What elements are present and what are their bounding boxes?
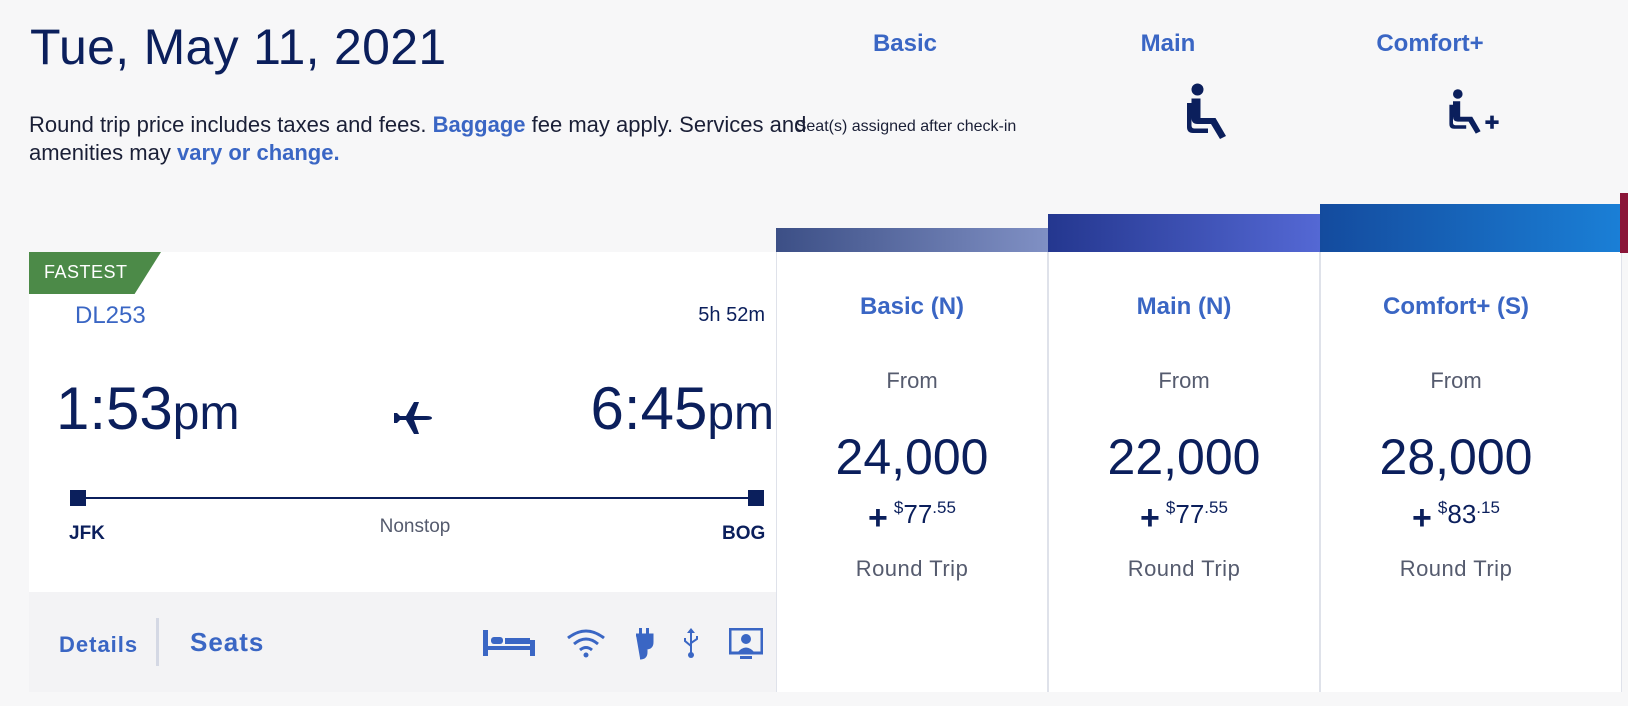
basic-fare-cap	[776, 228, 1048, 252]
fare-card-comfort-plus[interactable]	[1320, 252, 1622, 692]
main-fare-cap	[1048, 214, 1320, 252]
fare-miles: 22,000	[1107, 429, 1261, 485]
fare-cash: + $77.55	[1049, 498, 1319, 538]
cash-cents: .15	[1476, 498, 1500, 517]
usb-icon	[684, 628, 698, 658]
arrival-time: 6:45pm	[590, 374, 774, 443]
page-title: Tue, May 11, 2021	[30, 19, 447, 75]
seat-icon	[1187, 83, 1226, 139]
fare-from-label: From	[1430, 368, 1482, 393]
fare-cash: + $83.15	[1321, 498, 1591, 538]
price-disclaimer: Round trip price includes taxes and fees…	[29, 111, 809, 167]
fare-trip-type: Round Trip	[1399, 556, 1513, 581]
departure-time: 1:53pm	[56, 374, 239, 443]
seatback-screen-icon	[729, 628, 763, 659]
fare-title: Main (N)	[1136, 293, 1232, 320]
cash-dollars: 77	[903, 499, 933, 529]
flat-bed-icon	[483, 630, 535, 656]
cash-cents: .55	[932, 498, 956, 517]
currency-symbol: $	[1437, 498, 1448, 517]
departure-ampm: pm	[172, 387, 240, 440]
route-line	[77, 497, 755, 499]
disclaimer-text-2: fee may apply. Services and amenities ma…	[29, 112, 807, 165]
seat-plus-icon	[1449, 89, 1499, 134]
footer-divider	[156, 618, 159, 666]
comfort-plus-fare-cap	[1320, 204, 1620, 252]
origin-airport: JFK	[69, 523, 105, 544]
fare-card-main[interactable]	[1048, 252, 1320, 692]
fare-miles: 24,000	[835, 429, 989, 485]
power-outlet-icon	[636, 628, 654, 660]
fare-title: Comfort+ (S)	[1383, 293, 1529, 320]
baggage-link[interactable]: Baggage	[432, 112, 526, 137]
details-link[interactable]: Details	[59, 632, 139, 657]
fare-miles: 28,000	[1379, 429, 1533, 485]
plus-sign: +	[1140, 499, 1160, 538]
flight-duration: 5h 52m	[698, 304, 765, 326]
next-fare-column-edge	[1620, 193, 1628, 253]
seats-link[interactable]: Seats	[190, 627, 265, 657]
arrival-ampm: pm	[707, 387, 774, 440]
fare-header-comfort-plus: Comfort+	[1376, 30, 1484, 57]
badge-label: FASTEST	[44, 262, 128, 282]
cash-cents: .55	[1204, 498, 1228, 517]
currency-symbol: $	[1165, 498, 1176, 517]
stops-label: Nonstop	[379, 516, 451, 537]
airplane-icon	[394, 402, 432, 434]
destination-marker	[748, 490, 764, 506]
departure-time-value: 1:53	[56, 375, 173, 442]
fare-title: Basic (N)	[859, 293, 965, 320]
flight-number: DL253	[75, 302, 146, 329]
fare-header-basic: Basic	[872, 30, 938, 57]
fare-trip-type: Round Trip	[855, 556, 969, 581]
basic-seat-note: Seat(s) assigned after check-in	[795, 118, 1017, 135]
cash-dollars: 83	[1447, 499, 1477, 529]
fare-card-basic[interactable]	[776, 252, 1048, 692]
disclaimer-text: Round trip price includes taxes and fees…	[29, 112, 427, 137]
fare-cash: + $77.55	[777, 498, 1047, 538]
fare-trip-type: Round Trip	[1127, 556, 1241, 581]
currency-symbol: $	[893, 498, 904, 517]
plus-sign: +	[868, 499, 888, 538]
vary-or-change-link[interactable]: vary or change.	[176, 140, 340, 165]
arrival-time-value: 6:45	[590, 375, 708, 442]
wifi-icon	[567, 629, 605, 658]
destination-airport: BOG	[722, 523, 766, 544]
plus-sign: +	[1412, 499, 1432, 538]
cash-dollars: 77	[1175, 499, 1205, 529]
fare-header-main: Main	[1140, 30, 1196, 57]
fare-from-label: From	[1158, 368, 1210, 393]
origin-marker	[70, 490, 86, 506]
fare-from-label: From	[886, 368, 938, 393]
